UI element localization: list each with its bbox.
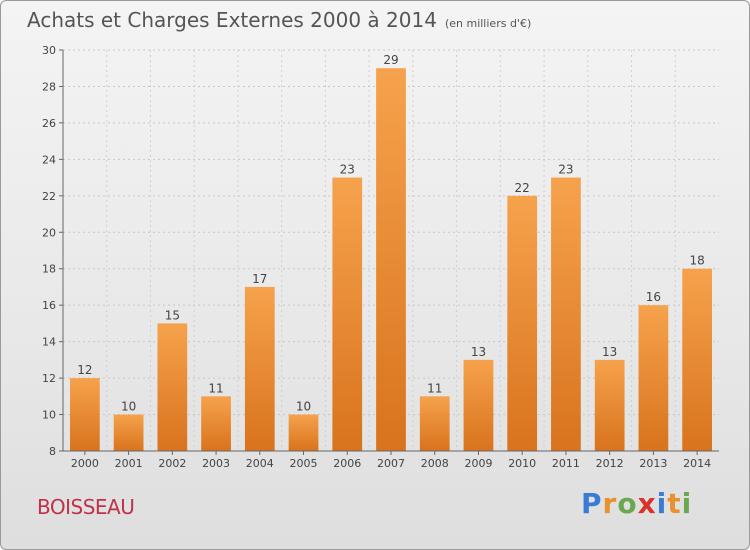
x-tick-label-2005: 2005 (290, 457, 318, 470)
bar-2003 (201, 396, 231, 451)
y-tick-label: 16 (42, 299, 56, 312)
bar-2005 (288, 414, 319, 451)
bar-2013 (638, 305, 669, 451)
x-tick-label-2009: 2009 (464, 457, 492, 470)
data-label-2000: 12 (77, 363, 92, 377)
x-tick-label-2008: 2008 (421, 457, 449, 470)
place-name: BOISSEAU (37, 495, 135, 519)
data-label-2002: 15 (165, 308, 180, 322)
y-tick-label: 26 (42, 117, 56, 130)
brand-logo: Proxiti (581, 487, 692, 520)
y-tick-label: 30 (42, 44, 56, 57)
data-label-2010: 22 (515, 181, 530, 195)
x-tick-label-2003: 2003 (202, 457, 230, 470)
x-tick-label-2010: 2010 (508, 457, 536, 470)
x-tick-label-2002: 2002 (158, 457, 186, 470)
x-tick-label-2014: 2014 (683, 457, 711, 470)
brand-letter: i (656, 487, 668, 520)
x-tick-label-2004: 2004 (246, 457, 274, 470)
brand-letter: o (617, 487, 638, 520)
brand-letter: P (581, 487, 603, 520)
bar-2001 (113, 414, 144, 451)
y-tick-label: 8 (49, 445, 56, 458)
brand-letter: i (681, 487, 693, 520)
y-tick-label: 20 (42, 226, 56, 239)
bar-2009 (463, 359, 494, 451)
bar-2007 (376, 68, 406, 452)
data-label-2006: 23 (340, 163, 355, 177)
data-label-2003: 11 (208, 381, 223, 395)
y-tick-label: 12 (42, 372, 56, 385)
chart-title-text: Achats et Charges Externes 2000 à 2014 (27, 8, 437, 32)
data-label-2011: 23 (558, 163, 573, 177)
data-label-2008: 11 (427, 381, 442, 395)
axes: 8 10 12 14 16 18 20 22 24 26 28 30 2000 2001 2002 2003 2… (42, 44, 719, 470)
chart-subtitle: (en milliers d'€) (444, 17, 532, 30)
x-tick-label-2007: 2007 (377, 457, 405, 470)
y-tick-label: 18 (42, 263, 56, 276)
brand-letter: t (667, 487, 682, 520)
data-label-2013: 16 (646, 290, 661, 304)
data-label-2007: 29 (383, 53, 398, 67)
bar-2008 (419, 396, 450, 451)
y-tick-label: 14 (42, 336, 56, 349)
chart-title: Achats et Charges Externes 2000 à 2014 (e… (27, 8, 531, 32)
bar-2011 (551, 177, 581, 451)
y-tick-label: 24 (42, 153, 56, 166)
bar-2004 (244, 286, 275, 451)
x-tick-label-2011: 2011 (552, 457, 580, 470)
data-label-2014: 18 (689, 254, 704, 268)
y-tick-label: 22 (42, 190, 56, 203)
x-tick-label-2000: 2000 (71, 457, 99, 470)
data-label-2012: 13 (602, 345, 617, 359)
bar-2012 (594, 359, 625, 451)
bars: 12 10 15 11 17 10 23 29 11 13 22 23 13 16 18 (69, 53, 713, 452)
x-tick-label-2001: 2001 (115, 457, 143, 470)
brand-letter: r (602, 487, 618, 520)
data-label-2005: 10 (296, 400, 311, 414)
bar-2014 (682, 268, 713, 451)
data-label-2009: 13 (471, 345, 486, 359)
bar-2000 (69, 378, 100, 451)
y-tick-label: 10 (42, 409, 56, 422)
x-tick-label-2013: 2013 (639, 457, 667, 470)
bar-2006 (332, 177, 363, 451)
bar-2010 (507, 195, 538, 451)
bar-2002 (157, 323, 188, 451)
x-tick-label-2012: 2012 (596, 457, 624, 470)
data-label-2001: 10 (121, 400, 136, 414)
x-tick-label-2006: 2006 (333, 457, 361, 470)
brand-letter: x (637, 487, 657, 520)
y-tick-label: 28 (42, 80, 56, 93)
data-label-2004: 17 (252, 272, 267, 286)
